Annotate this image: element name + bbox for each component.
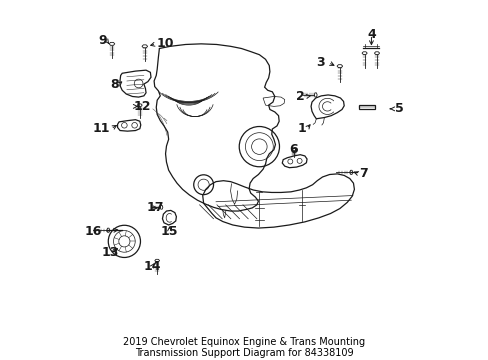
Text: 15: 15 xyxy=(161,225,178,238)
Text: 3: 3 xyxy=(316,56,325,69)
Text: 16: 16 xyxy=(84,225,102,238)
Text: 17: 17 xyxy=(147,202,164,215)
Text: 1: 1 xyxy=(297,122,306,135)
Text: 12: 12 xyxy=(133,100,151,113)
Text: 5: 5 xyxy=(394,102,403,115)
Text: 2: 2 xyxy=(296,90,304,103)
Text: 2019 Chevrolet Equinox Engine & Trans Mounting
Transmission Support Diagram for : 2019 Chevrolet Equinox Engine & Trans Mo… xyxy=(123,337,365,358)
Text: 6: 6 xyxy=(289,143,298,156)
Text: 9: 9 xyxy=(99,34,107,47)
Bar xyxy=(358,105,374,109)
Text: 13: 13 xyxy=(102,246,119,259)
Text: 8: 8 xyxy=(110,78,119,91)
Text: 14: 14 xyxy=(143,260,161,273)
Text: 10: 10 xyxy=(156,37,173,50)
Text: 4: 4 xyxy=(366,28,375,41)
Text: 7: 7 xyxy=(358,167,367,180)
Text: 11: 11 xyxy=(92,122,110,135)
